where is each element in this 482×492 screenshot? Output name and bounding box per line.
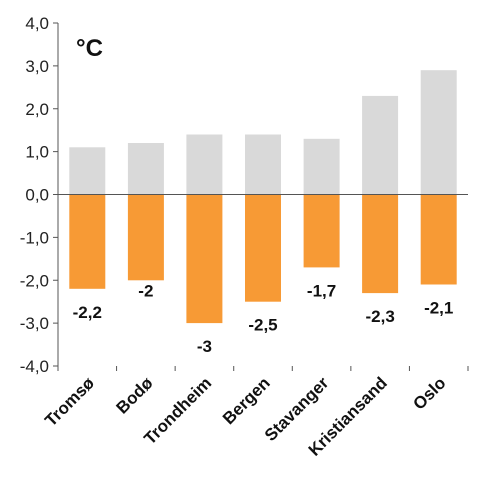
negative-bar-0 [69,194,106,289]
negative-bar-4 [303,194,340,268]
y-tick-label-8: 4,0 [25,14,49,33]
bars-group [69,70,457,324]
category-label-0: Tromsø [41,373,98,430]
data-label-6: -2,1 [424,299,453,318]
y-tick-label-0: -4,0 [20,357,49,376]
unit-label: °C [76,35,103,62]
y-tick-label-4: 0,0 [25,186,49,205]
data-label-1: -2 [138,281,153,300]
category-label-6: Oslo [409,373,449,413]
positive-bar-3 [245,134,281,195]
y-tick-label-7: 3,0 [25,57,49,76]
negative-bar-2 [186,194,223,324]
y-tick-label-2: -2,0 [20,271,49,290]
positive-bar-6 [420,70,457,195]
axes-group [53,22,469,371]
y-tick-label-1: -3,0 [20,314,49,333]
category-label-3: Bergen [219,373,274,428]
data-label-3: -2,5 [248,316,277,335]
y-tick-label-3: -1,0 [20,228,49,247]
positive-bar-4 [303,138,340,195]
negative-bar-5 [362,194,399,294]
data-label-5: -2,3 [365,307,394,326]
y-tick-label-5: 1,0 [25,143,49,162]
data-label-4: -1,7 [307,281,336,300]
positive-bar-5 [362,95,399,195]
category-label-1: Bodø [113,373,158,418]
positive-bar-0 [69,147,106,195]
positive-bar-2 [186,134,223,195]
negative-bar-3 [245,194,281,302]
negative-bar-6 [420,194,457,285]
positive-bar-1 [127,143,164,195]
data-label-0: -2,2 [73,303,102,322]
y-tick-label-6: 2,0 [25,100,49,119]
data-label-2: -3 [197,337,212,356]
negative-bar-1 [127,194,164,281]
